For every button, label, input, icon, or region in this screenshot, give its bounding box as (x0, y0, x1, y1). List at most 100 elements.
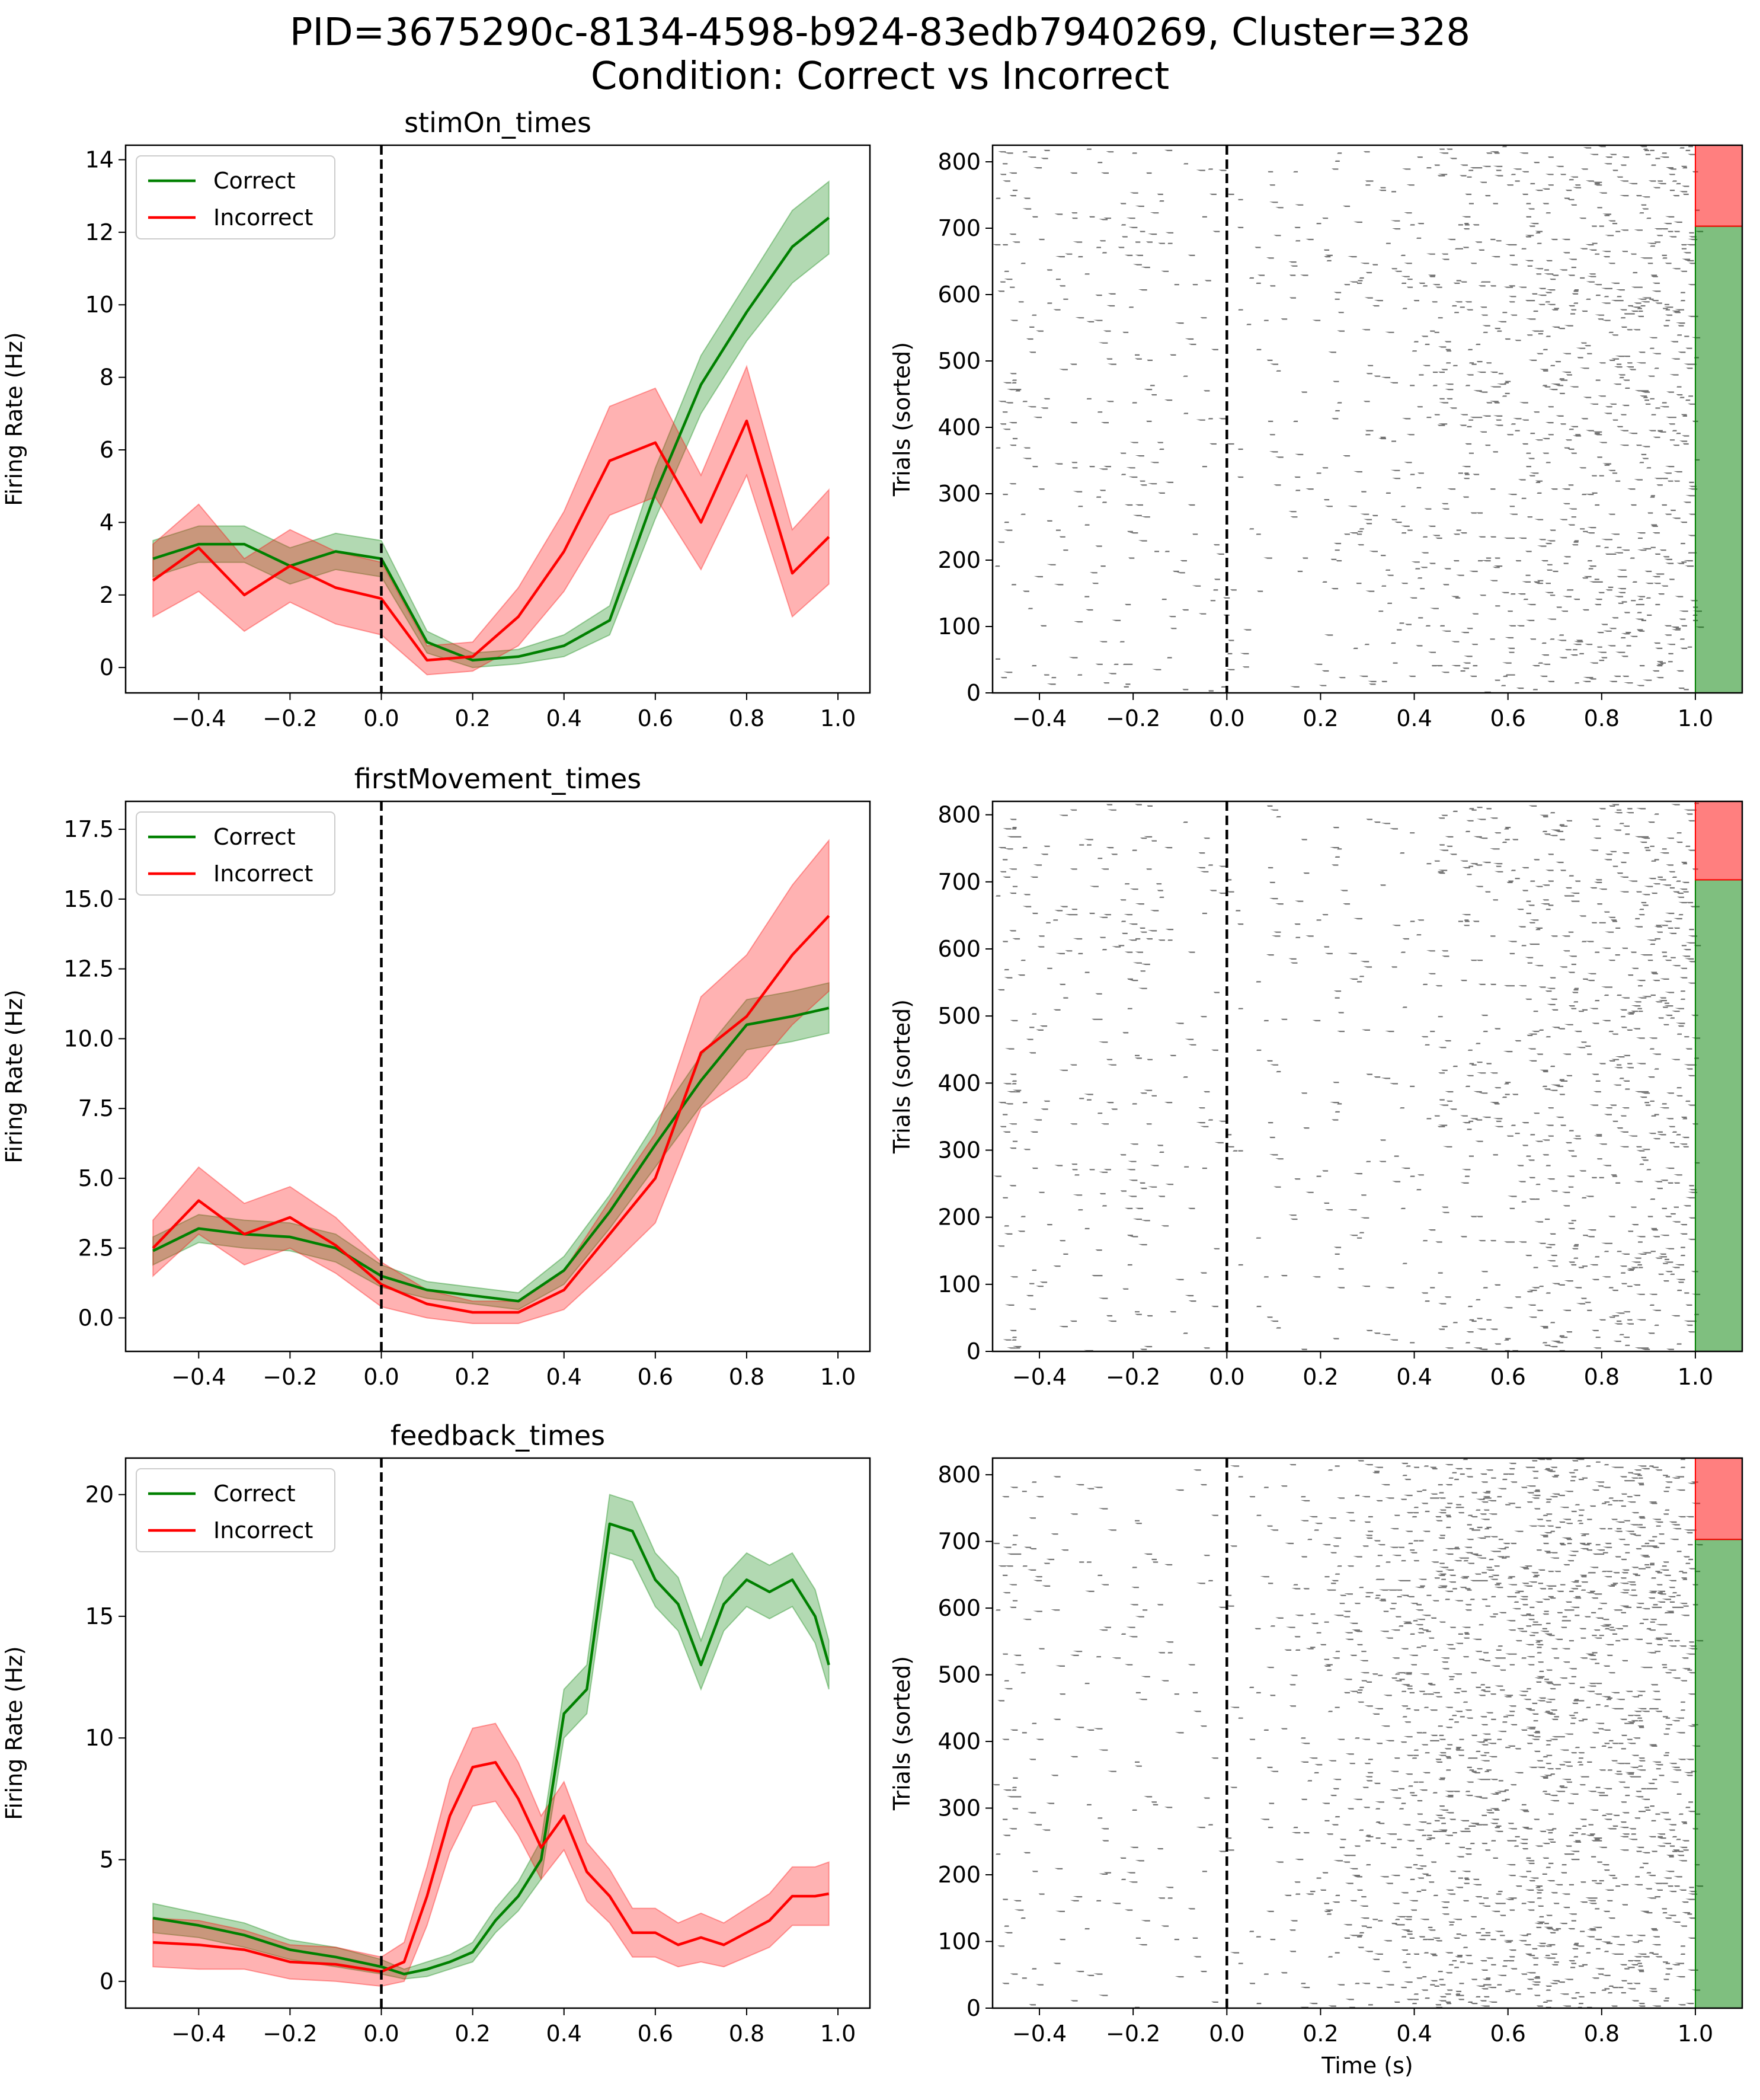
psth-2-plot-area (152, 801, 830, 1351)
raster-3-xtick-label: 0.4 (1396, 2021, 1432, 2047)
psth-3-line-correct (152, 1522, 830, 1976)
psth-2-xtick-label: 0.4 (546, 1364, 582, 1390)
psth-2-title: firstMovement_times (354, 763, 641, 795)
psth-1-ytick-label: 2 (100, 582, 114, 608)
psth-2-ytick-label: 2.5 (78, 1235, 114, 1261)
raster-1-condition-bar-correct (1694, 225, 1742, 693)
psth-2-xtick-label: 0.2 (455, 1364, 490, 1390)
raster-2-xtick-label: 0.6 (1490, 1364, 1525, 1390)
raster-2-ytick-label: 700 (937, 869, 981, 895)
raster-1-frame (991, 144, 1743, 694)
psth-1-frame (124, 144, 871, 694)
psth-1-plot-area (152, 145, 830, 693)
psth-2-ytick-label: 12.5 (63, 956, 114, 982)
psth-3-ylabel: Firing Rate (Hz) (1, 1646, 27, 1820)
raster-3-ytick-label: 600 (937, 1595, 981, 1621)
psth-3-xtick-label: 0.2 (455, 2021, 490, 2047)
psth-3-ytick-label: 0 (100, 1968, 114, 1994)
raster-3-ytick-label: 300 (937, 1795, 981, 1821)
psth-1-title: stimOn_times (404, 107, 591, 139)
raster-3-ylabel: Trials (sorted) (889, 1656, 915, 1811)
figure-title-line1: PID=3675290c-8134-4598-b924-83edb7940269… (289, 11, 1471, 55)
raster-1-ytick-label: 300 (937, 481, 981, 507)
raster-1-ytick-label: 500 (937, 348, 981, 374)
raster-3-frame (991, 1457, 1743, 2009)
raster-2-xtick-label: 1.0 (1678, 1364, 1713, 1390)
raster-1-ytick-label: 100 (937, 613, 981, 640)
raster-1-xtick-label: −0.2 (1106, 705, 1160, 731)
psth-2-band-incorrect (152, 839, 830, 1324)
psth-3-ytick-label: 10 (85, 1725, 114, 1751)
psth-1-band-incorrect (152, 365, 830, 676)
raster-2-condition-bar-incorrect (1694, 801, 1742, 881)
raster-3-condition-bar-correct (1694, 1539, 1742, 2008)
psth-3-legend-label-incorrect: Incorrect (213, 1517, 313, 1543)
psth-1-xtick-label: 1.0 (820, 705, 856, 731)
raster-1-ytick-label: 800 (937, 149, 981, 175)
raster-3-xtick-label: 1.0 (1678, 2021, 1713, 2047)
raster-2-xtick-label: −0.2 (1106, 1364, 1160, 1390)
psth-1-ytick-label: 4 (100, 509, 114, 535)
psth-2-xtick-label: −0.2 (263, 1364, 317, 1390)
raster-3-ytick-label: 200 (937, 1862, 981, 1888)
raster-1-xtick-label: 0.6 (1490, 705, 1525, 731)
psth-3-xtick-label: 0.4 (546, 2021, 582, 2047)
psth-3-plot-area (152, 1458, 830, 2008)
raster-3-ytick-label: 400 (937, 1728, 981, 1754)
psth-2-ytick-label: 10.0 (63, 1025, 114, 1051)
raster-2-ytick-label: 100 (937, 1271, 981, 1297)
psth-3-band-incorrect (152, 1722, 830, 1987)
psth-1-ytick-label: 8 (100, 365, 114, 391)
raster-2-ytick-label: 800 (937, 802, 981, 828)
raster-2-plot-area (993, 801, 1742, 1351)
psth-3-title: feedback_times (391, 1420, 605, 1452)
psth-1-line-incorrect (152, 419, 830, 662)
psth-3-ytick-label: 15 (85, 1603, 114, 1629)
raster-3-plot-area (993, 1458, 1742, 2008)
psth-3-ytick-label: 20 (85, 1482, 114, 1508)
raster-2-ytick-label: 400 (937, 1070, 981, 1096)
raster-3-xtick-label: −0.2 (1106, 2021, 1160, 2047)
psth-1-line-correct (152, 216, 830, 662)
psth-1-legend-label-correct: Correct (213, 168, 296, 194)
raster-3-xtick-label: −0.4 (1012, 2021, 1067, 2047)
raster-3-ytick-label: 700 (937, 1529, 981, 1555)
psth-2-xtick-label: 0.6 (638, 1364, 673, 1390)
raster-1-ytick-label: 400 (937, 414, 981, 440)
psth-1-ytick-label: 14 (85, 146, 114, 172)
psth-3-xtick-label: 0.0 (363, 2021, 399, 2047)
psth-2-band-correct (152, 982, 830, 1310)
raster-1-plot-area (993, 145, 1742, 693)
raster-1-ytick-label: 0 (967, 680, 981, 706)
raster-1-xtick-label: −0.4 (1012, 705, 1067, 731)
psth-1-xtick-label: −0.2 (263, 705, 317, 731)
psth-1-ylabel: Firing Rate (Hz) (1, 332, 27, 506)
psth-1-ytick-label: 10 (85, 292, 114, 318)
raster-3-condition-bar-incorrect (1694, 1458, 1742, 1540)
raster-2-ytick-label: 500 (937, 1003, 981, 1029)
psth-3-xtick-label: 0.6 (638, 2021, 673, 2047)
raster-2-xtick-label: −0.4 (1012, 1364, 1067, 1390)
psth-1-xtick-label: 0.2 (455, 705, 490, 731)
psth-3-xtick-label: −0.4 (171, 2021, 226, 2047)
raster-1-xtick-label: 1.0 (1678, 705, 1713, 731)
psth-3-frame (124, 1457, 871, 2009)
psth-2-ytick-label: 0.0 (78, 1305, 114, 1331)
psth-1-xtick-label: 0.6 (638, 705, 673, 731)
psth-3-line-incorrect (153, 1761, 830, 1973)
raster-2-spike-ticks (993, 803, 1701, 1351)
psth-2-line-incorrect (152, 915, 830, 1314)
psth-1-ytick-label: 12 (85, 219, 114, 245)
raster-1-spike-ticks (993, 146, 1704, 693)
raster-2-xtick-label: 0.4 (1396, 1364, 1432, 1390)
psth-3-xtick-label: −0.2 (263, 2021, 317, 2047)
psth-1-xtick-label: −0.4 (171, 705, 226, 731)
raster-1-ytick-label: 200 (937, 547, 981, 573)
raster-3-xlabel: Time (s) (1321, 2053, 1413, 2079)
psth-2-xtick-label: 0.0 (363, 1364, 399, 1390)
psth-2-ytick-label: 15.0 (63, 886, 114, 912)
raster-3-ytick-label: 100 (937, 1929, 981, 1955)
psth-3-xtick-label: 0.8 (729, 2021, 764, 2047)
psth-2-line-correct (152, 1006, 830, 1303)
